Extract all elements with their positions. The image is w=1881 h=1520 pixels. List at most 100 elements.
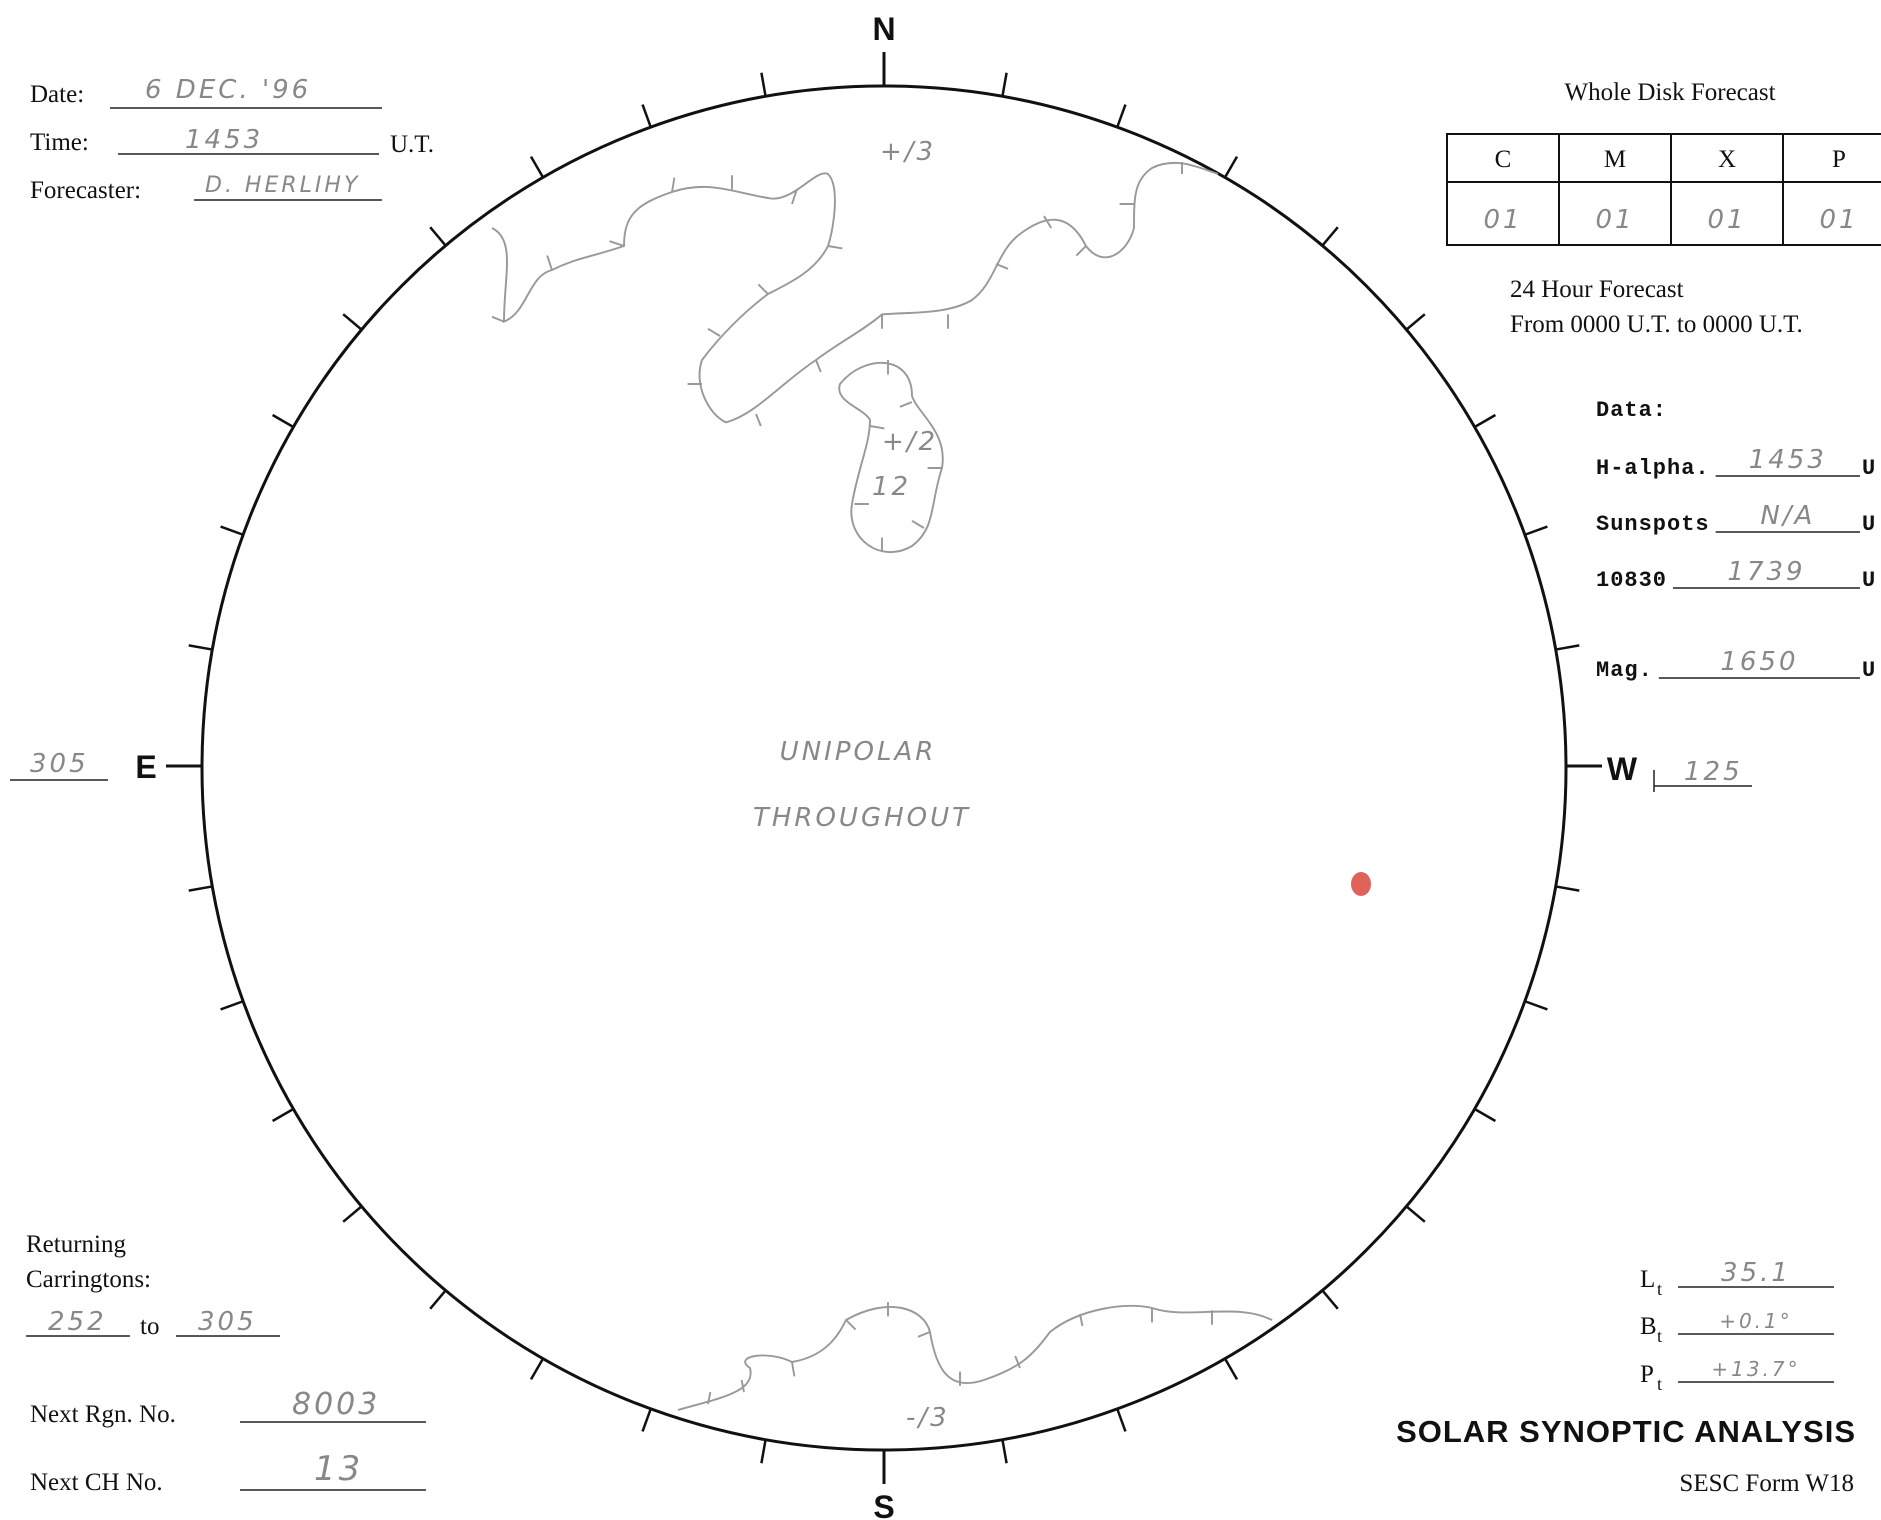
- next-ch-label: Next CH No.: [30, 1469, 163, 1496]
- column-header: X: [1718, 146, 1736, 173]
- returning-to: 305: [198, 1307, 257, 1337]
- orientation-value: +0.1°: [1719, 1309, 1793, 1333]
- limb-tick: [1001, 1439, 1008, 1464]
- column-header: P: [1832, 146, 1846, 173]
- north-hole-polarity: +/3: [880, 137, 936, 167]
- limb-tick: [1555, 644, 1580, 651]
- limb-tick: [760, 1439, 767, 1464]
- limb-tick: [760, 72, 767, 97]
- small-hole-polarity: +/2: [882, 427, 938, 457]
- limb-tick: [641, 104, 652, 128]
- data-unit: U: [1862, 658, 1876, 683]
- limb-ticks: [188, 72, 1580, 1464]
- limb-tick: [429, 1289, 447, 1310]
- data-label: Mag.: [1596, 658, 1653, 683]
- note-line-1: UNIPOLAR: [780, 737, 937, 767]
- south-label: S: [873, 1489, 894, 1520]
- orientation-sub: t: [1657, 1326, 1662, 1346]
- limb-tick: [220, 525, 244, 536]
- active-region-dot: [1351, 872, 1371, 896]
- limb-tick: [188, 644, 213, 651]
- limb-tick: [1555, 885, 1580, 892]
- limb-tick: [1321, 226, 1339, 247]
- limb-tick: [188, 885, 213, 892]
- limb-tick: [220, 1000, 244, 1011]
- orientation-value: +13.7°: [1711, 1357, 1800, 1381]
- time-label: Time:: [30, 129, 89, 156]
- limb-tick: [1116, 104, 1127, 128]
- column-header: M: [1604, 146, 1626, 173]
- limb-tick: [1001, 72, 1008, 97]
- forecast-table: C 01 M 01 X 01 P 01: [1446, 133, 1881, 246]
- limb-tick: [429, 226, 447, 247]
- note-line-2: THROUGHOUT: [753, 803, 971, 833]
- small-hole-outline: [838, 362, 944, 553]
- date-label: Date:: [30, 81, 84, 108]
- limb-tick: [1223, 1358, 1239, 1381]
- time-unit: U.T.: [390, 131, 434, 158]
- period: From 0000 U.T. to 0000 U.T.: [1510, 311, 1803, 338]
- data-label: Sunspots: [1596, 512, 1710, 537]
- forecast-title: Whole Disk Forecast: [1564, 79, 1775, 106]
- data-value: 1650: [1720, 647, 1798, 677]
- form-number: SESC Form W18: [1679, 1470, 1854, 1497]
- returning-to-word: to: [140, 1313, 159, 1340]
- north-label: N: [872, 11, 895, 47]
- data-unit: U: [1862, 456, 1876, 481]
- west-label: W: [1607, 751, 1638, 787]
- limb-tick: [342, 1205, 363, 1223]
- forecaster-label: Forecaster:: [30, 177, 141, 204]
- coronal-holes: [491, 161, 1273, 1411]
- limb-tick: [1321, 1289, 1339, 1310]
- data-rows: H-alpha. 1453 U Sunspots N/A U 10830 1739 U Mag. 1…: [1596, 445, 1876, 683]
- column-header: C: [1495, 146, 1512, 173]
- data-value: N/A: [1760, 501, 1815, 531]
- orientation-label: L: [1640, 1266, 1655, 1293]
- data-unit: U: [1862, 512, 1876, 537]
- limb-tick: [1405, 1205, 1426, 1223]
- table-border: [1446, 133, 1881, 246]
- east-longitude: 305: [30, 749, 89, 779]
- orientation-label: B: [1640, 1313, 1657, 1340]
- data-label: 10830: [1596, 568, 1667, 593]
- west-longitude: 125: [1684, 757, 1743, 787]
- limb-tick: [529, 155, 545, 178]
- limb-tick: [641, 1408, 652, 1432]
- limb-tick: [1116, 1408, 1127, 1432]
- limb-tick: [1474, 413, 1497, 429]
- data-value: 1453: [1749, 445, 1827, 475]
- column-value: 01: [1595, 205, 1634, 235]
- data-unit: U: [1862, 568, 1876, 593]
- limb-tick: [1405, 313, 1426, 331]
- limb-tick: [529, 1358, 545, 1381]
- next-region-label: Next Rgn. No.: [30, 1401, 176, 1428]
- returning-label-2: Carringtons:: [26, 1266, 151, 1293]
- orientation-value: 35.1: [1721, 1258, 1791, 1288]
- limb-tick: [1474, 1107, 1497, 1123]
- limb-tick: [342, 313, 363, 331]
- next-region-value: 8003: [292, 1387, 380, 1422]
- limb-tick: [271, 413, 294, 429]
- column-value: 01: [1707, 205, 1746, 235]
- form-title: SOLAR SYNOPTIC ANALYSIS: [1396, 1414, 1856, 1449]
- limb-tick: [271, 1107, 294, 1123]
- south-hole-polarity: -/3: [906, 1403, 950, 1433]
- north-hole-hachures: [491, 162, 1183, 427]
- orientation-sub: t: [1657, 1279, 1662, 1299]
- period-title: 24 Hour Forecast: [1510, 276, 1684, 303]
- data-value: 1739: [1727, 557, 1805, 587]
- forecaster-value: D. HERLIHY: [205, 173, 360, 198]
- limb-tick: [1524, 525, 1548, 536]
- column-value: 01: [1483, 205, 1522, 235]
- returning-label-1: Returning: [26, 1231, 126, 1258]
- limb-tick: [1223, 155, 1239, 178]
- date-value: 6 DEC. '96: [145, 75, 311, 105]
- next-ch-value: 13: [314, 1449, 363, 1489]
- small-hole-hachures: [854, 360, 943, 553]
- limb-tick: [1524, 1000, 1548, 1011]
- south-hole-hachures: [707, 1302, 1213, 1405]
- returning-from: 252: [48, 1307, 107, 1337]
- east-label: E: [135, 749, 156, 785]
